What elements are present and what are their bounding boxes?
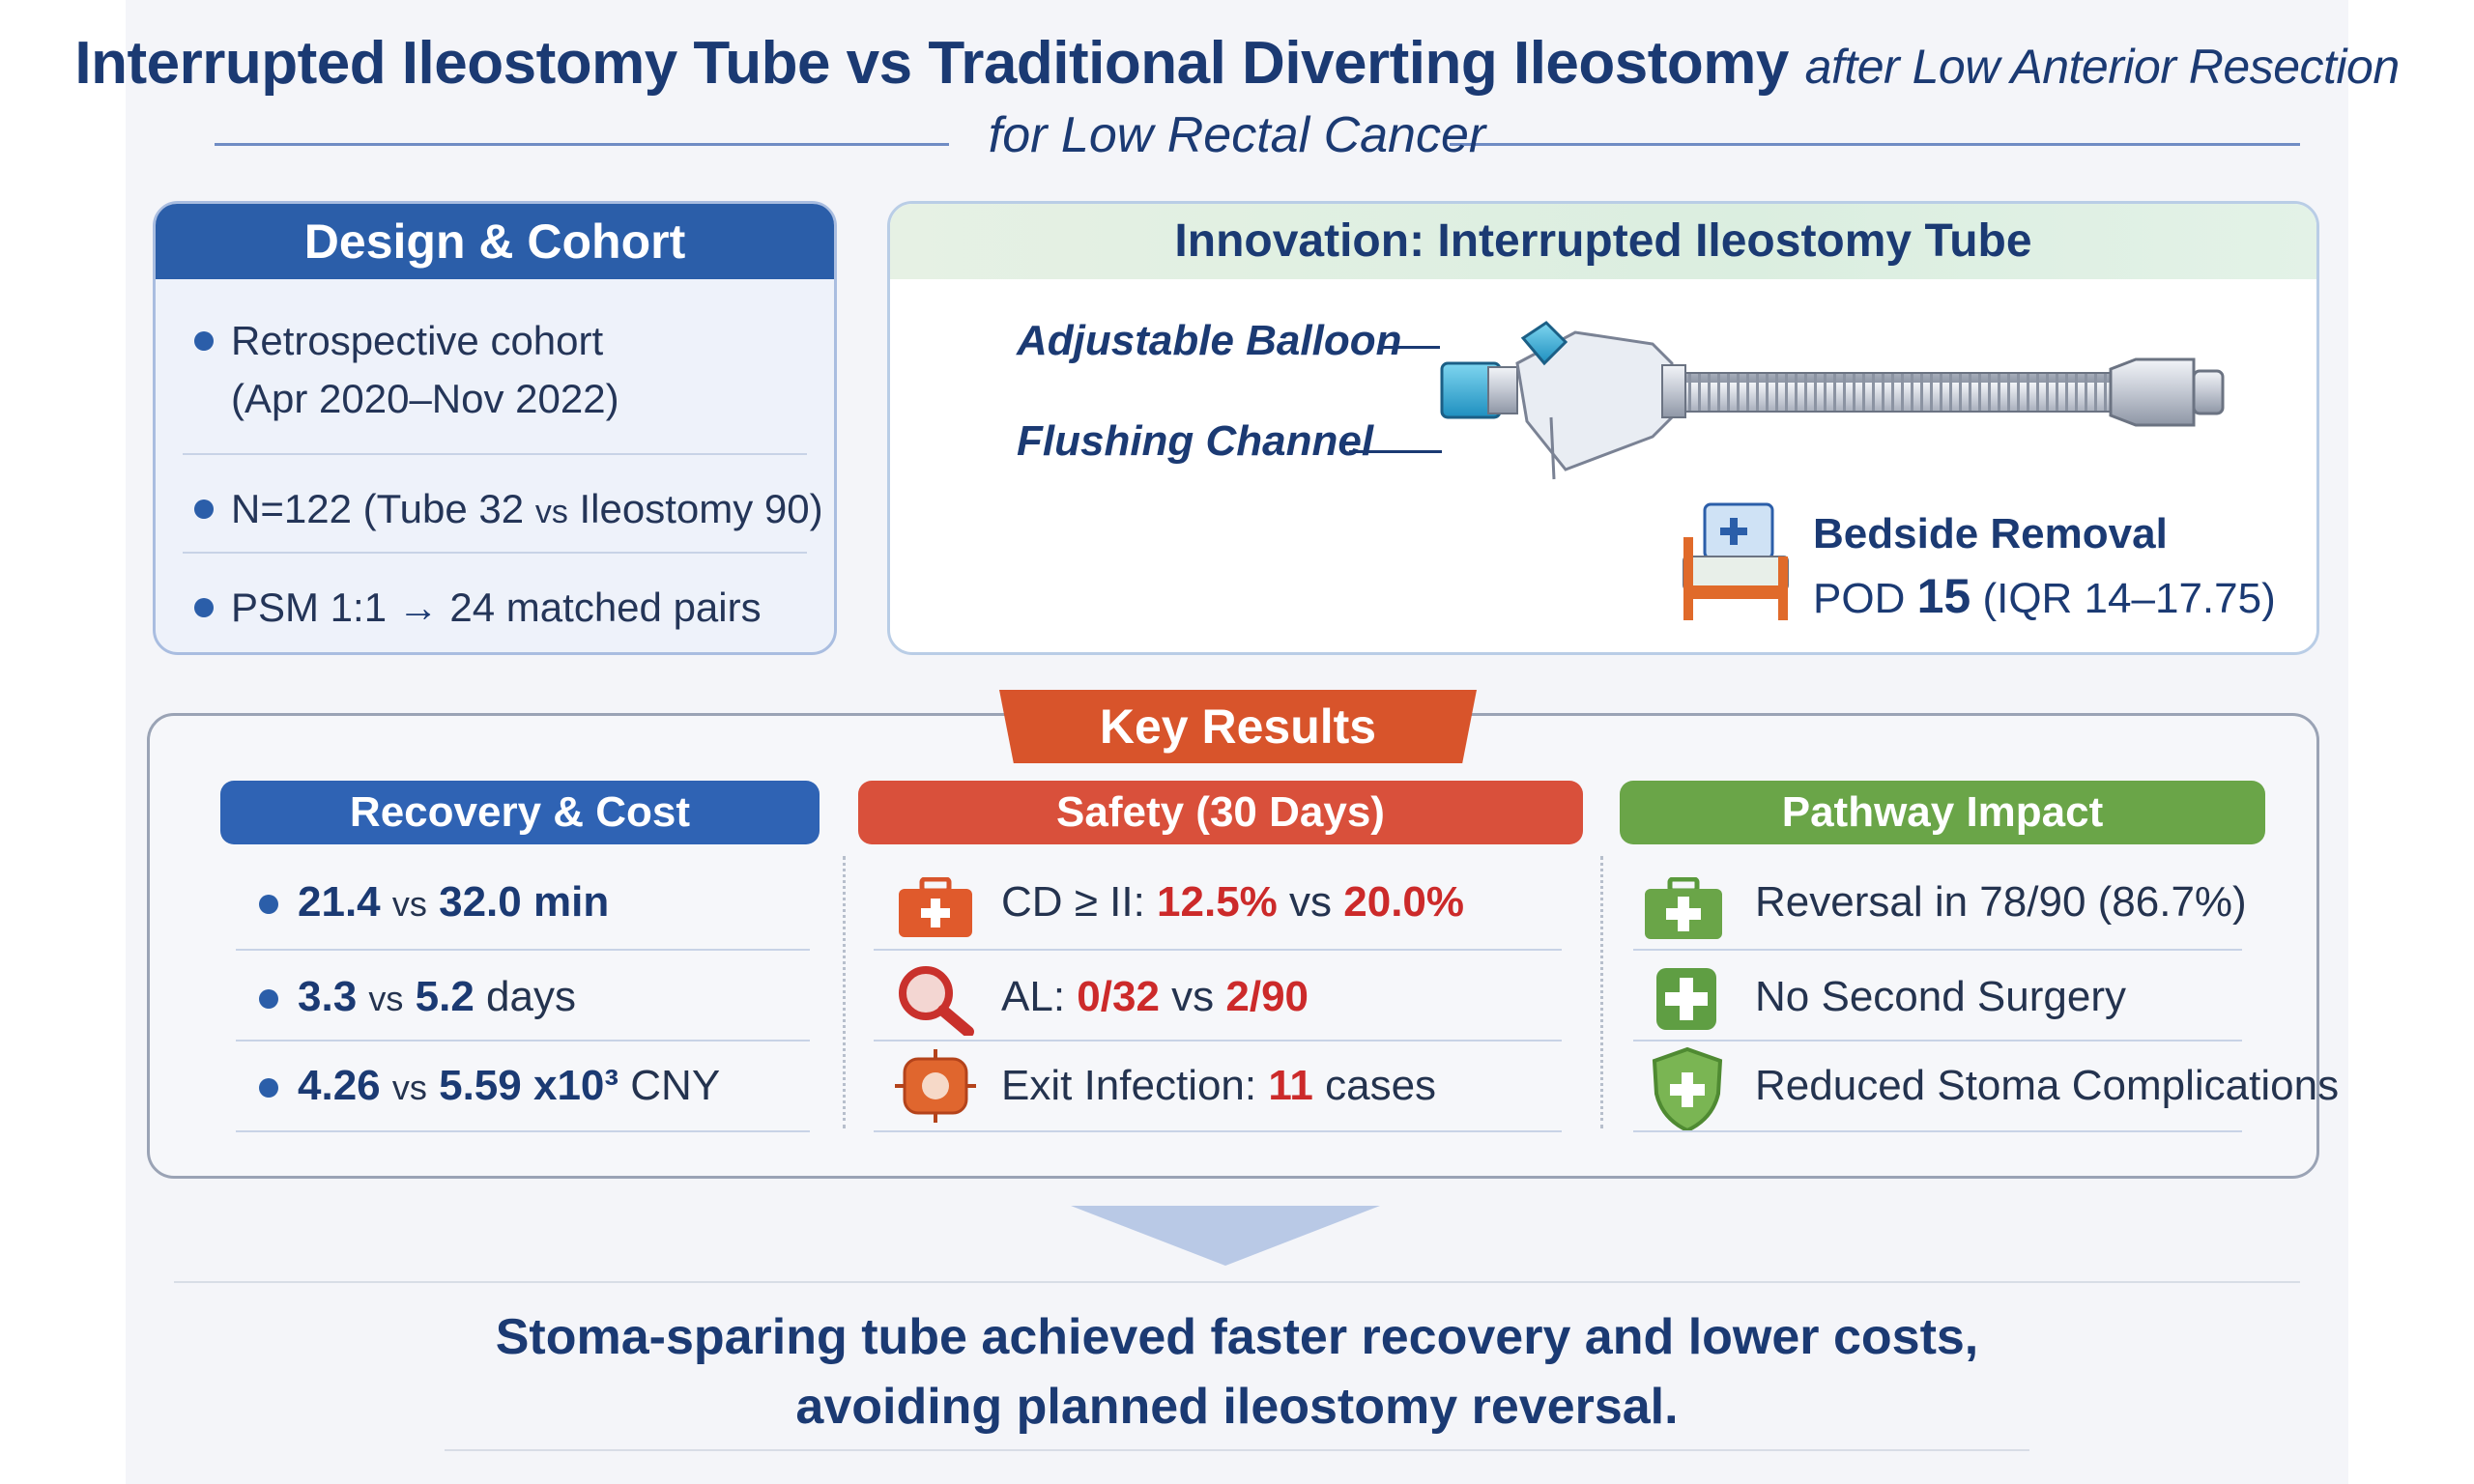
green-kit-icon [1656,968,1716,1030]
pathway-row-no-second-surgery: No Second Surgery [1755,973,2126,1020]
design-cohort-header: Design & Cohort [156,204,834,279]
divider [236,949,810,951]
shield-cross-icon [1652,1047,1723,1132]
recovery-row-days: 3.3 vs 5.2 days [298,973,576,1020]
magnifier-icon [899,966,974,1036]
design-item-n: N=122 (Tube 32 vs Ileostomy 90) [231,486,823,531]
bullet-dot [194,499,214,519]
medical-kit-icon [899,877,972,937]
conclusion-line2: avoiding planned ileostomy reversal. [795,1379,1679,1435]
pathway-row-reversal: Reversal in 78/90 (86.7%) [1755,878,2247,926]
conclusion-line1: Stoma-sparing tube achieved faster recov… [495,1309,1979,1365]
bullet-dot [194,598,214,617]
key-results-badge: Key Results [999,690,1477,763]
recovery-row-cost: 4.26 vs 5.59 x10³ CNY [298,1062,721,1109]
divider [236,1130,810,1132]
divider [874,1040,1562,1042]
bullet-dot [259,895,278,914]
divider [174,1281,2300,1283]
column-divider [1600,856,1603,1128]
safety-row-cd: CD ≥ II: 12.5% vs 20.0% [1001,878,1465,926]
callout-line [1382,346,1440,349]
recovery-row-time: 21.4 vs 32.0 min [298,878,610,926]
safety-row-al: AL: 0/32 vs 2/90 [1001,973,1309,1020]
pathway-impact-header: Pathway Impact [1620,781,2265,844]
page-title: Interrupted Ileostomy Tube vs Traditiona… [74,30,2400,97]
callout-line [1349,450,1442,453]
divider [445,1449,2029,1451]
safety-header: Safety (30 Days) [858,781,1583,844]
safety-row-exit-infection: Exit Infection: 11 cases [1001,1062,1437,1109]
callout-adjustable-balloon: Adjustable Balloon [1017,317,1402,364]
divider [236,1040,810,1042]
infection-icon [895,1049,976,1123]
green-cross-icon [1645,877,1722,939]
bullet-dot [194,331,214,351]
divider [874,949,1562,951]
hospital-bed-icon [1683,502,1789,620]
bullet-dot [259,989,278,1009]
design-item-psm: PSM 1:1 → 24 matched pairs [231,585,762,630]
down-arrow-icon [1071,1206,1380,1266]
divider [874,1130,1562,1132]
column-divider [843,856,846,1128]
innovation-header: Innovation: Interrupted Ileostomy Tube [890,204,2316,279]
callout-flushing-channel: Flushing Channel [1017,417,1374,465]
divider [183,453,807,455]
recovery-cost-header: Recovery & Cost [220,781,820,844]
pathway-row-reduced-complications: Reduced Stoma Complications [1755,1062,2340,1109]
ileostomy-tube-illustration [1440,321,2225,480]
divider [1633,1040,2242,1042]
bedside-removal-pod: POD 15 (IQR 14–17.75) [1813,569,2276,623]
title-rule-left [215,143,949,146]
design-item-cohort: Retrospective cohort (Apr 2020–Nov 2022) [231,318,619,421]
arrow-right-icon: → [397,585,439,630]
bedside-removal-title: Bedside Removal [1813,510,2168,557]
divider [1633,949,2242,951]
divider [1633,1130,2242,1132]
page-subtitle: for Low Rectal Cancer [988,107,1486,163]
title-rule-right [1450,143,2300,146]
divider [183,552,807,554]
design-cohort-panel: Design & Cohort Retrospective cohort (Ap… [153,201,837,655]
bullet-dot [259,1078,278,1098]
